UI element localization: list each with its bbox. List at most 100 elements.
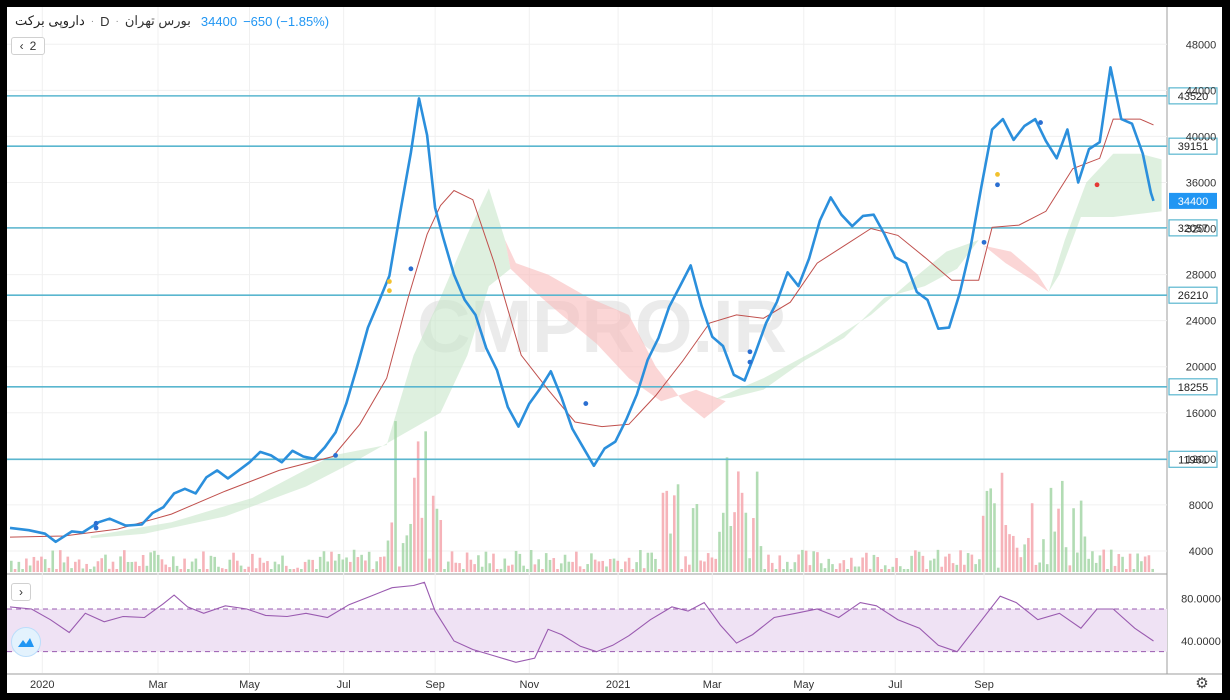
- chart-area[interactable]: CMPRO.IR 435203915132057262101825511961 …: [7, 7, 1222, 693]
- volume-bar: [382, 556, 386, 572]
- tradingview-logo-button[interactable]: [11, 627, 41, 657]
- volume-bar: [733, 512, 736, 572]
- volume-bar: [458, 563, 461, 572]
- rsi-expand-button[interactable]: ›: [11, 583, 31, 601]
- volume-bar: [876, 557, 880, 572]
- last-price-tag-bg: [1169, 192, 1217, 209]
- volume-bar: [507, 565, 510, 572]
- volume-bar: [620, 569, 623, 572]
- volume-bar: [345, 557, 348, 572]
- cloud-red-2: [984, 245, 1049, 292]
- volume-bar: [981, 515, 985, 572]
- signal-dot: [333, 452, 338, 458]
- volume-bar: [672, 495, 676, 572]
- settings-gear-icon[interactable]: ⚙: [1195, 674, 1209, 692]
- symbol-name[interactable]: داروپی برکت: [15, 13, 85, 28]
- volume-bar: [831, 564, 834, 572]
- volume-bar: [1128, 553, 1132, 572]
- volume-bar: [793, 562, 797, 572]
- level-tag-bg: [1168, 378, 1218, 396]
- volume-bar: [439, 519, 443, 572]
- level-tag-label: 43520: [1178, 91, 1209, 103]
- volume-bar: [1053, 531, 1057, 572]
- volume-bar: [714, 558, 718, 572]
- volume-bar: [624, 561, 627, 572]
- volume-bar: [755, 471, 759, 572]
- volume-bar: [277, 564, 281, 572]
- chart-svg[interactable]: CMPRO.IR 435203915132057262101825511961 …: [7, 7, 1222, 693]
- volume-bar: [266, 561, 269, 572]
- cloud-red-1: [505, 240, 726, 419]
- time-axis[interactable]: 2020 Mar May Jul Sep Nov 2021 Mar May Jul Sep: [30, 679, 994, 691]
- volume-bar: [428, 558, 431, 572]
- volume-bar: [646, 552, 650, 572]
- volume-bar: [315, 569, 318, 572]
- cloud-green-3: [1048, 153, 1162, 292]
- volume-bar: [1015, 547, 1019, 572]
- volume-bar: [812, 551, 815, 572]
- signal-dot: [93, 525, 99, 531]
- volume-bar: [32, 556, 36, 572]
- volume-bar: [134, 561, 137, 572]
- volume-bar: [801, 549, 804, 572]
- volume-bar: [936, 549, 940, 572]
- signal-dot: [386, 288, 392, 294]
- price-axis-tick: 48000: [1186, 39, 1217, 51]
- volume-bar: [296, 567, 299, 572]
- volume-bar: [220, 568, 224, 572]
- time-axis-tick: Nov: [520, 679, 540, 691]
- volume-bar: [925, 569, 928, 572]
- volume-bar: [883, 565, 887, 572]
- signal-dot: [1038, 120, 1043, 125]
- volume-bar: [495, 569, 499, 572]
- volume-bars: [10, 421, 1154, 572]
- volume-bar: [974, 564, 977, 572]
- volume-bar: [819, 563, 823, 572]
- volume-bar: [1106, 569, 1109, 572]
- volume-bar: [318, 556, 322, 572]
- volume-bar: [899, 566, 902, 572]
- volume-bar: [578, 566, 582, 572]
- volume-bar: [397, 566, 401, 572]
- volume-bar: [838, 563, 842, 572]
- volume-bar: [1060, 480, 1064, 572]
- collapse-indicators-button[interactable]: ‹ 2: [11, 37, 45, 55]
- volume-bar: [1034, 564, 1038, 572]
- volume-bar: [198, 569, 201, 572]
- volume-bar: [1113, 565, 1117, 572]
- signal-dot: [747, 349, 753, 355]
- price-axis[interactable]: 48000 44000 40000 36000 32000 28000 24000 20000…: [1181, 39, 1221, 648]
- level-tag-bg: [1168, 219, 1218, 237]
- volume-bar: [454, 562, 458, 572]
- volume-bar: [1143, 556, 1147, 572]
- level-tag-label: 39151: [1178, 141, 1209, 153]
- volume-bar: [435, 508, 439, 572]
- volume-bar: [70, 568, 73, 572]
- volume-bar: [872, 554, 876, 572]
- volume-bar: [985, 490, 989, 572]
- volume-bar: [243, 569, 247, 572]
- volume-bar: [360, 554, 363, 572]
- volume-bar: [379, 556, 382, 572]
- volume-bar: [947, 553, 951, 572]
- price-axis-tick: 36000: [1186, 177, 1217, 189]
- volume-bar: [1140, 561, 1143, 572]
- volume-bar: [1091, 551, 1094, 572]
- volume-bar: [469, 559, 473, 572]
- time-axis-tick: May: [239, 679, 260, 691]
- volume-bar: [842, 560, 846, 572]
- volume-bar: [356, 557, 360, 572]
- volume-bar: [970, 554, 974, 572]
- volume-bar: [605, 566, 608, 572]
- volume-bar: [413, 477, 416, 572]
- volume-bar: [100, 558, 104, 572]
- interval-label[interactable]: D: [100, 13, 110, 29]
- volume-bar: [258, 557, 262, 572]
- volume-bar: [955, 564, 959, 572]
- level-tag-bg: [1168, 137, 1218, 155]
- volume-bar: [349, 561, 352, 572]
- volume-bar: [537, 559, 540, 572]
- price-polyline: [9, 65, 1155, 544]
- volume-bar: [706, 553, 710, 572]
- volume-bar: [409, 523, 412, 572]
